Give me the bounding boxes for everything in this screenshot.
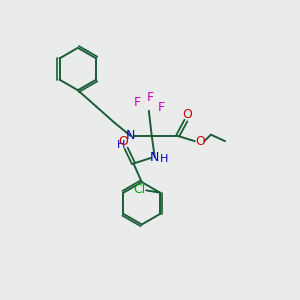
Text: H: H	[117, 140, 125, 150]
Text: N: N	[126, 129, 135, 142]
Text: F: F	[147, 91, 154, 104]
Text: O: O	[118, 135, 128, 148]
Text: F: F	[134, 96, 141, 109]
Text: O: O	[182, 108, 192, 121]
Text: F: F	[158, 101, 165, 114]
Text: Cl: Cl	[134, 183, 146, 196]
Text: N: N	[150, 151, 159, 164]
Text: H: H	[160, 154, 168, 164]
Text: O: O	[196, 135, 206, 148]
